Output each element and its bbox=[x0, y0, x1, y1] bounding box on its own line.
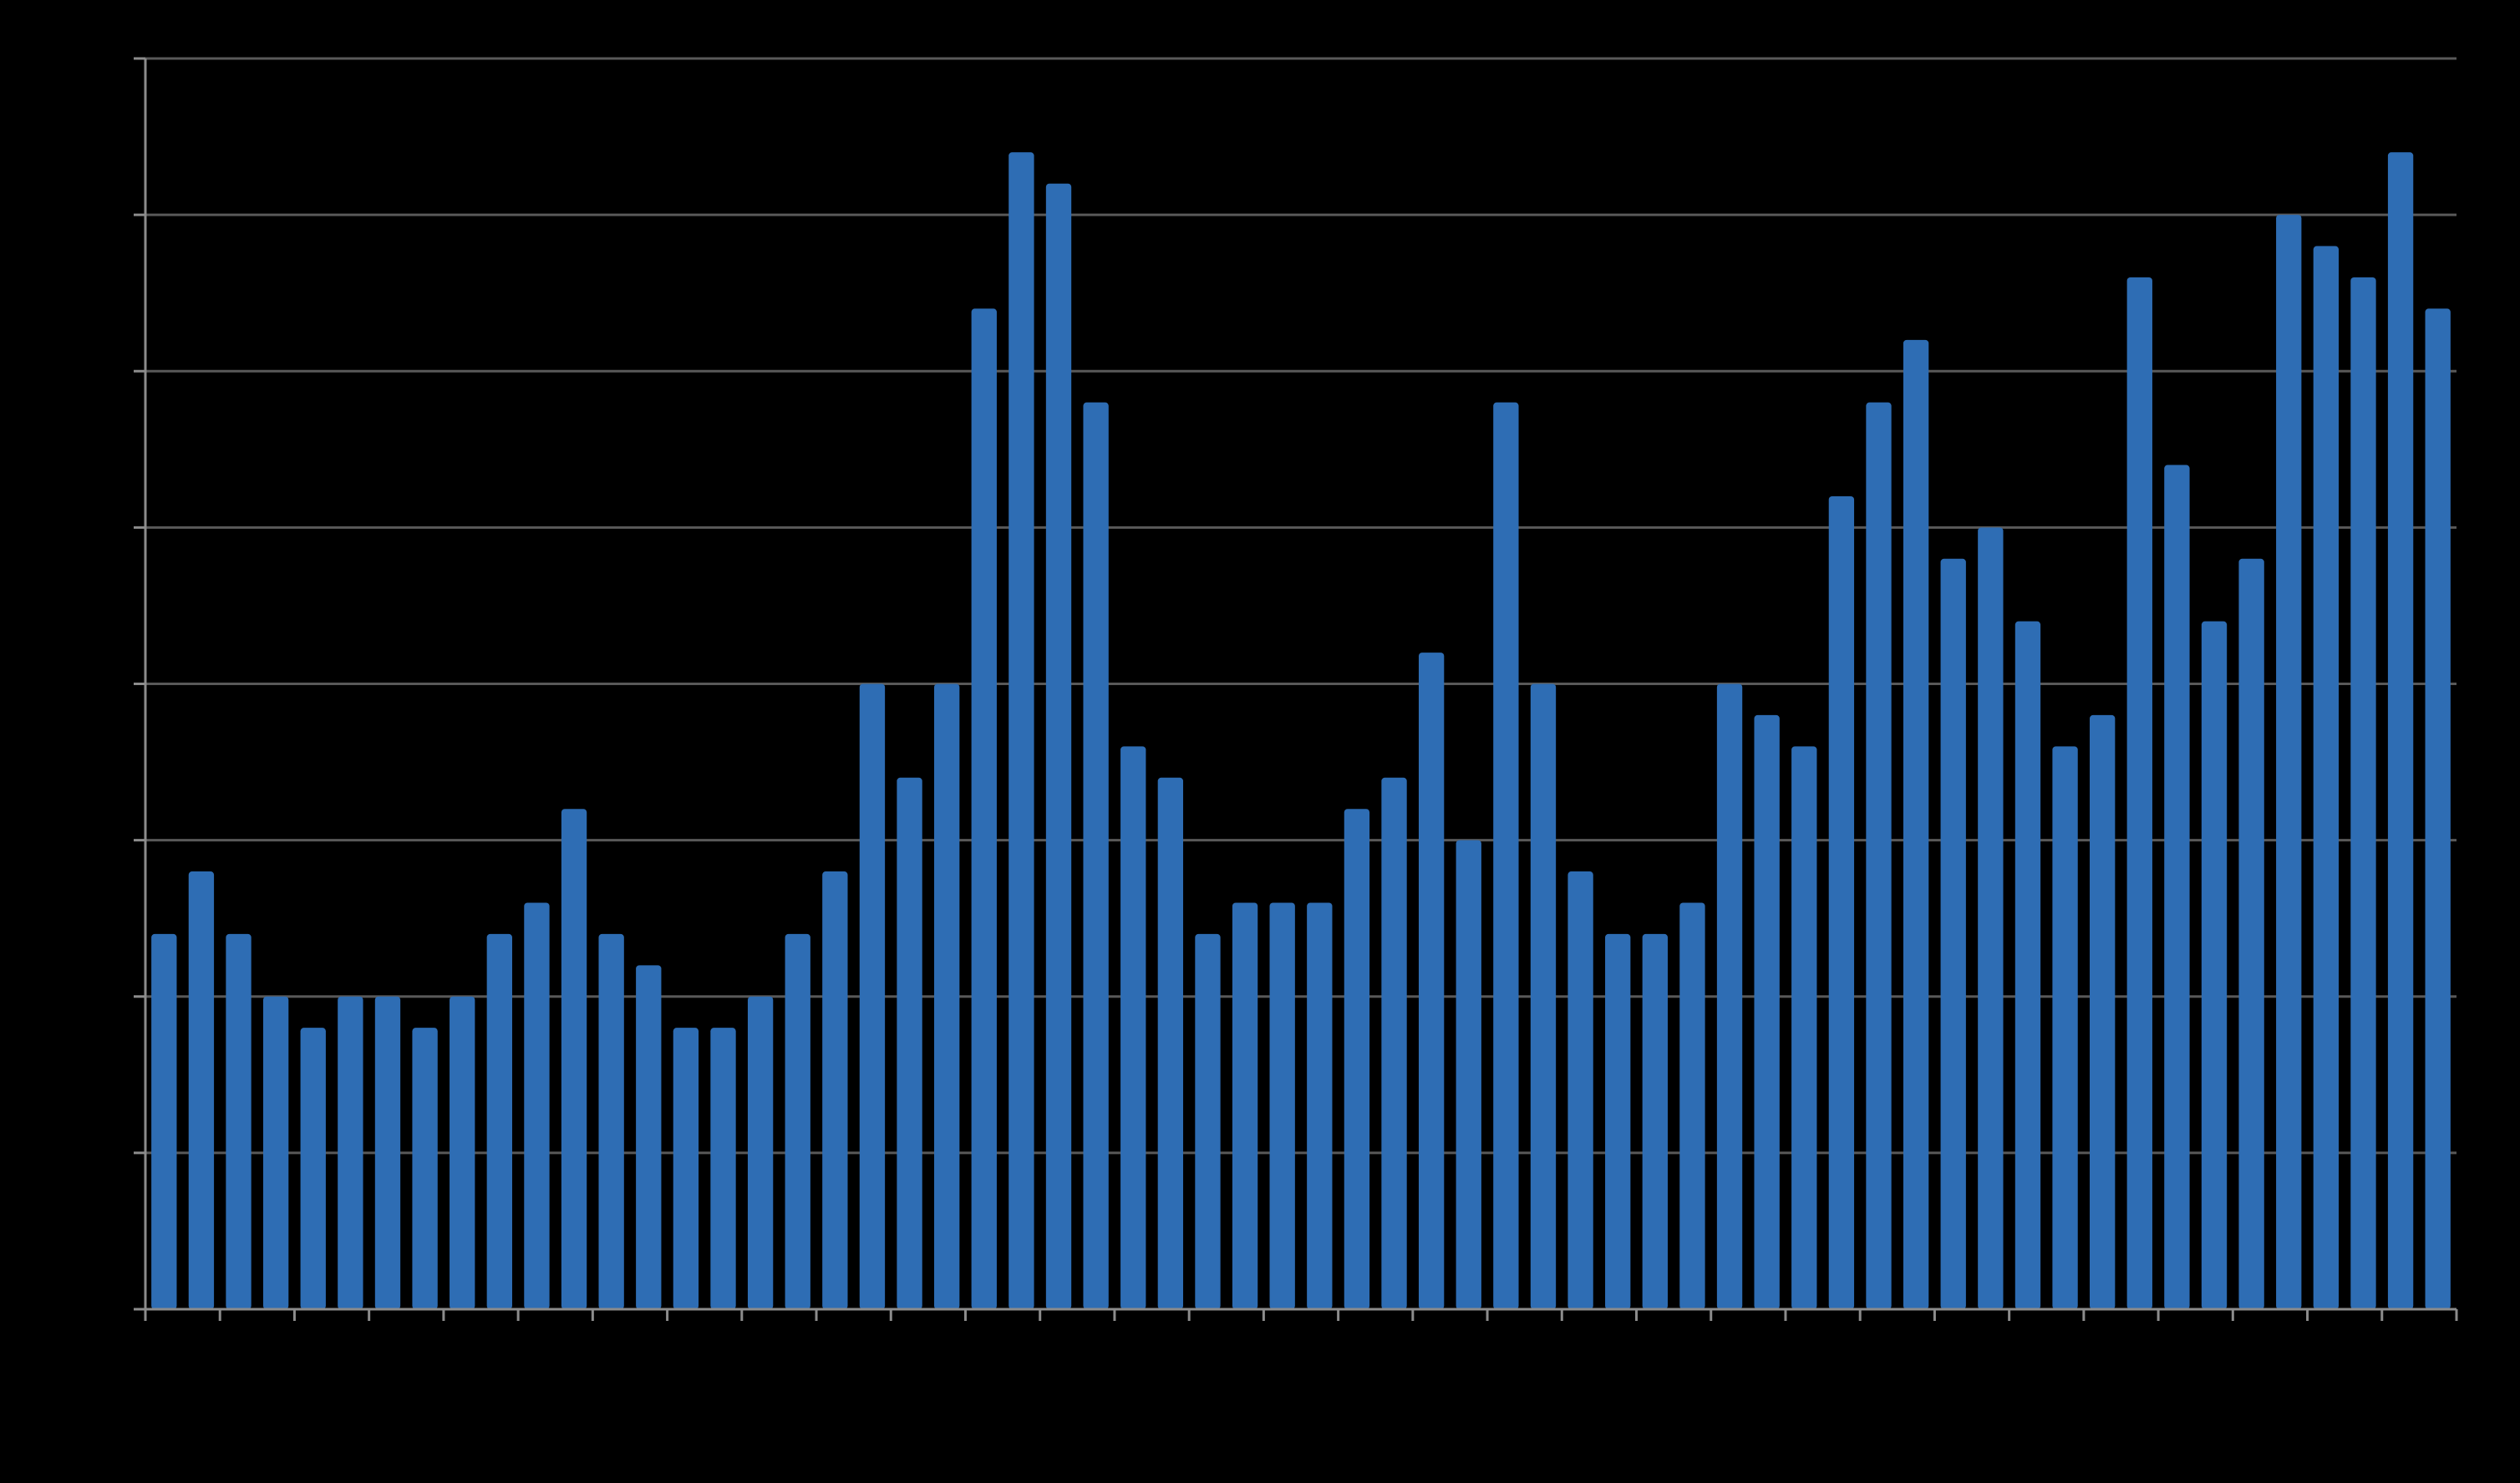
bar bbox=[2425, 308, 2451, 1309]
bar bbox=[710, 1028, 736, 1309]
bar bbox=[2052, 746, 2078, 1309]
bar bbox=[1978, 527, 2004, 1309]
bar bbox=[412, 1028, 438, 1309]
bar bbox=[785, 933, 810, 1309]
bar bbox=[1195, 933, 1221, 1309]
bar bbox=[1679, 902, 1705, 1309]
bar bbox=[1828, 495, 1855, 1309]
bar bbox=[1754, 714, 1780, 1309]
bar bbox=[971, 308, 997, 1309]
bar bbox=[151, 933, 177, 1309]
bar bbox=[1307, 902, 1333, 1309]
bar bbox=[1344, 809, 1370, 1309]
bar bbox=[1716, 683, 1743, 1309]
bar bbox=[1493, 402, 1519, 1309]
bar bbox=[2387, 152, 2414, 1309]
bar bbox=[374, 996, 401, 1309]
bar bbox=[1605, 933, 1631, 1309]
bar bbox=[2126, 277, 2152, 1310]
bar bbox=[2313, 246, 2340, 1309]
bar bbox=[1157, 777, 1184, 1309]
bar bbox=[262, 996, 289, 1309]
bar bbox=[747, 996, 774, 1309]
axes bbox=[134, 57, 2458, 1321]
bar bbox=[1269, 902, 1295, 1309]
bar bbox=[1083, 402, 1109, 1309]
bar bbox=[1009, 152, 1034, 1309]
bar bbox=[338, 996, 363, 1309]
bar bbox=[1791, 746, 1817, 1309]
bar bbox=[1940, 558, 1966, 1309]
bar bbox=[822, 871, 848, 1309]
bars bbox=[151, 152, 2451, 1310]
bar bbox=[1232, 902, 1258, 1309]
bar bbox=[2350, 277, 2376, 1310]
bar bbox=[1903, 339, 1929, 1310]
bar bbox=[1418, 653, 1445, 1309]
bar bbox=[450, 996, 475, 1309]
bar bbox=[934, 683, 960, 1309]
bar bbox=[1530, 683, 1557, 1309]
bar bbox=[561, 809, 587, 1309]
bar bbox=[524, 902, 550, 1309]
bar bbox=[636, 965, 662, 1309]
bar bbox=[1567, 871, 1593, 1309]
bar bbox=[2014, 621, 2041, 1309]
bar bbox=[673, 1028, 699, 1309]
bar bbox=[2276, 215, 2302, 1309]
bar bbox=[897, 777, 922, 1309]
bar bbox=[226, 933, 251, 1309]
bar bbox=[188, 871, 215, 1309]
bar bbox=[1045, 183, 1072, 1310]
bar bbox=[1120, 746, 1146, 1309]
bar bbox=[2238, 558, 2264, 1309]
bar bbox=[859, 683, 886, 1309]
bar bbox=[300, 1028, 326, 1309]
bar bbox=[1642, 933, 1668, 1309]
bar bbox=[598, 933, 624, 1309]
bar bbox=[1381, 777, 1407, 1309]
bar bbox=[486, 933, 512, 1309]
bar bbox=[1456, 840, 1481, 1309]
bar bbox=[2201, 621, 2228, 1309]
bar bbox=[1866, 402, 1892, 1309]
bar bbox=[2090, 714, 2116, 1309]
bar bbox=[2164, 465, 2190, 1309]
